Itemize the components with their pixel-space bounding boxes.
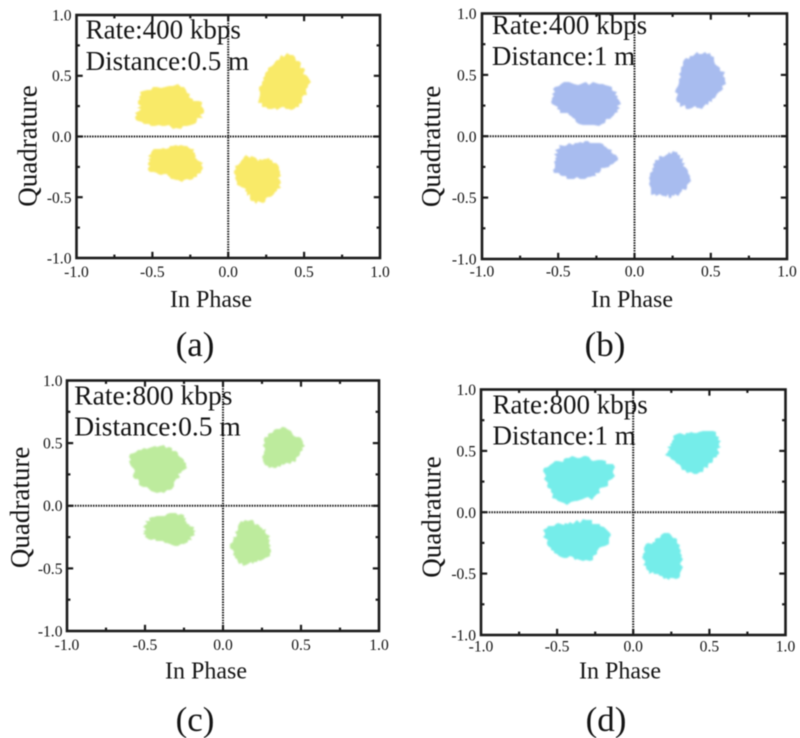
svg-text:0.5: 0.5 xyxy=(457,67,477,84)
svg-text:-1.0: -1.0 xyxy=(452,252,477,269)
svg-text:Quadrature: Quadrature xyxy=(13,85,43,206)
svg-text:1.0: 1.0 xyxy=(457,6,477,23)
svg-text:(c): (c) xyxy=(176,700,215,738)
svg-text:(b): (b) xyxy=(585,325,626,364)
svg-text:Distance:1 m: Distance:1 m xyxy=(492,41,635,71)
svg-text:-0.5: -0.5 xyxy=(38,561,63,578)
svg-text:1.0: 1.0 xyxy=(52,8,72,25)
svg-text:Distance:0.5 m: Distance:0.5 m xyxy=(74,411,241,442)
svg-text:0.0: 0.0 xyxy=(43,498,63,515)
svg-text:0.5: 0.5 xyxy=(701,264,721,281)
svg-text:Quadrature: Quadrature xyxy=(416,86,446,207)
svg-text:Rate:800 kbps: Rate:800 kbps xyxy=(74,379,232,410)
svg-text:Quadrature: Quadrature xyxy=(5,447,35,568)
svg-text:Distance:0.5 m: Distance:0.5 m xyxy=(86,46,249,76)
svg-text:Rate:800 kbps: Rate:800 kbps xyxy=(493,390,648,420)
svg-text:-1.0: -1.0 xyxy=(470,264,495,281)
svg-text:Rate:400 kbps: Rate:400 kbps xyxy=(492,10,647,40)
svg-text:-1.0: -1.0 xyxy=(38,624,63,641)
svg-text:1.0: 1.0 xyxy=(457,382,477,399)
svg-text:In Phase: In Phase xyxy=(165,659,247,685)
svg-text:0.0: 0.0 xyxy=(457,129,477,146)
svg-text:1.0: 1.0 xyxy=(369,637,389,654)
svg-text:0.0: 0.0 xyxy=(213,637,233,654)
svg-text:0.5: 0.5 xyxy=(291,637,311,654)
svg-text:-0.5: -0.5 xyxy=(133,637,158,654)
svg-text:-1.0: -1.0 xyxy=(469,639,494,656)
svg-text:-0.5: -0.5 xyxy=(451,566,476,583)
svg-text:In Phase: In Phase xyxy=(591,287,673,313)
svg-text:-1.0: -1.0 xyxy=(55,637,80,654)
svg-text:0.0: 0.0 xyxy=(52,129,72,146)
svg-text:-1.0: -1.0 xyxy=(47,251,72,268)
svg-text:In Phase: In Phase xyxy=(579,659,661,685)
svg-text:0.5: 0.5 xyxy=(294,264,314,281)
svg-text:(a): (a) xyxy=(176,325,215,364)
svg-text:Quadrature: Quadrature xyxy=(417,456,447,577)
svg-text:Distance:1 m: Distance:1 m xyxy=(493,421,636,451)
svg-text:1.0: 1.0 xyxy=(370,264,390,281)
svg-text:0.0: 0.0 xyxy=(623,639,643,656)
svg-text:-0.5: -0.5 xyxy=(452,190,477,207)
svg-text:1.0: 1.0 xyxy=(777,264,797,281)
svg-text:1.0: 1.0 xyxy=(776,639,796,656)
svg-text:In Phase: In Phase xyxy=(170,287,252,313)
svg-text:0.0: 0.0 xyxy=(457,505,477,522)
svg-text:0.5: 0.5 xyxy=(43,436,63,453)
svg-text:0.0: 0.0 xyxy=(625,264,645,281)
svg-text:0.5: 0.5 xyxy=(700,639,720,656)
svg-text:-0.5: -0.5 xyxy=(47,190,72,207)
svg-text:-1.0: -1.0 xyxy=(64,264,89,281)
svg-text:-0.5: -0.5 xyxy=(546,264,571,281)
svg-text:1.0: 1.0 xyxy=(43,373,63,390)
svg-text:0.5: 0.5 xyxy=(457,443,477,460)
svg-text:Rate:400 kbps: Rate:400 kbps xyxy=(86,15,241,45)
svg-text:-0.5: -0.5 xyxy=(140,264,165,281)
svg-text:(d): (d) xyxy=(586,700,627,738)
svg-text:0.0: 0.0 xyxy=(218,264,238,281)
svg-text:-0.5: -0.5 xyxy=(545,639,570,656)
svg-text:0.5: 0.5 xyxy=(52,68,72,85)
svg-text:-1.0: -1.0 xyxy=(451,628,476,645)
